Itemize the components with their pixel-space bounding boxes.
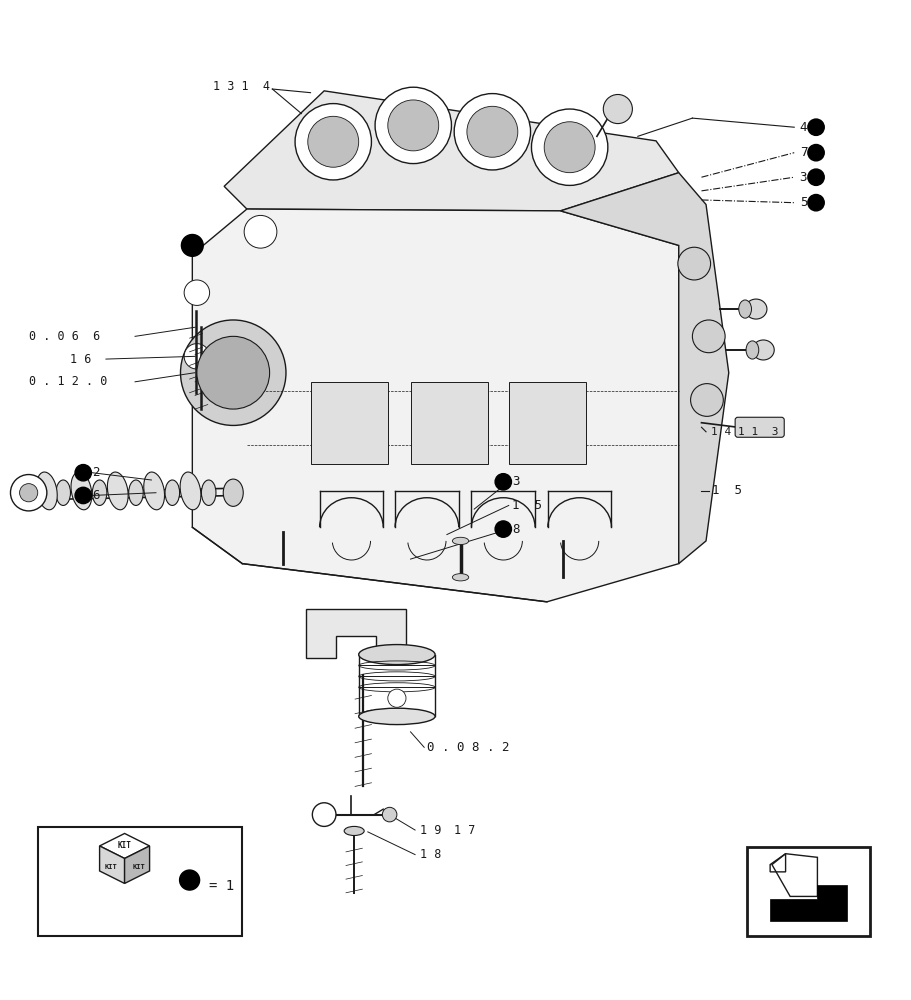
Bar [410, 382, 487, 464]
Ellipse shape [92, 480, 107, 505]
Polygon shape [769, 885, 845, 921]
Text: 4: 4 [799, 121, 806, 134]
Circle shape [807, 195, 824, 211]
Ellipse shape [738, 300, 751, 318]
Circle shape [807, 119, 824, 135]
Text: KIT: KIT [104, 864, 117, 870]
Text: 1 4 1 1  3: 1 4 1 1 3 [710, 427, 777, 437]
Circle shape [75, 487, 91, 504]
Circle shape [75, 465, 91, 481]
Text: KIT: KIT [132, 864, 145, 870]
Bar [37, 827, 242, 936]
Ellipse shape [201, 480, 216, 505]
Ellipse shape [752, 340, 773, 360]
Circle shape [454, 94, 530, 170]
Ellipse shape [223, 479, 243, 506]
Circle shape [295, 104, 371, 180]
Polygon shape [192, 209, 678, 602]
Ellipse shape [179, 472, 200, 510]
Ellipse shape [358, 708, 435, 725]
Text: 5: 5 [799, 196, 806, 209]
Ellipse shape [343, 826, 363, 836]
Text: 1  5: 1 5 [512, 499, 542, 512]
Text: 2: 2 [92, 466, 99, 479]
Ellipse shape [452, 574, 468, 581]
Text: 1 9: 1 9 [419, 824, 441, 837]
Text: 0 . 1 2 . 0: 0 . 1 2 . 0 [28, 375, 107, 388]
Circle shape [387, 100, 438, 151]
Bar [310, 382, 387, 464]
Ellipse shape [56, 480, 70, 505]
Text: 8: 8 [512, 523, 519, 536]
Circle shape [180, 320, 286, 425]
FancyBboxPatch shape [734, 417, 783, 437]
Ellipse shape [358, 645, 435, 665]
Bar [746, 847, 869, 936]
Circle shape [677, 247, 710, 280]
Circle shape [244, 215, 277, 248]
Text: 1 3 1  4: 1 3 1 4 [212, 80, 270, 93]
Circle shape [691, 320, 724, 353]
Circle shape [184, 344, 210, 369]
Bar [508, 382, 586, 464]
Circle shape [807, 169, 824, 185]
Circle shape [531, 109, 607, 185]
Circle shape [181, 235, 203, 256]
Polygon shape [99, 833, 149, 858]
Text: 3: 3 [799, 171, 806, 184]
Text: 6: 6 [92, 489, 99, 502]
Circle shape [807, 144, 824, 161]
Circle shape [544, 122, 595, 173]
Text: 1  5: 1 5 [711, 484, 742, 497]
Ellipse shape [128, 480, 143, 505]
Ellipse shape [452, 537, 468, 545]
Text: 1 8: 1 8 [419, 848, 441, 861]
Circle shape [690, 384, 722, 416]
Text: 0 . 0 8 . 2: 0 . 0 8 . 2 [426, 741, 509, 754]
Text: KIT: KIT [118, 841, 131, 850]
Polygon shape [99, 846, 125, 883]
Circle shape [184, 280, 210, 305]
Circle shape [197, 336, 270, 409]
Circle shape [307, 116, 358, 167]
Text: 1 6: 1 6 [69, 353, 91, 366]
Circle shape [603, 94, 631, 124]
Circle shape [387, 689, 405, 707]
Circle shape [466, 106, 517, 157]
Circle shape [19, 484, 37, 502]
Circle shape [495, 474, 511, 490]
Text: 0 . 0 6  6: 0 . 0 6 6 [28, 330, 100, 343]
Circle shape [374, 87, 451, 164]
Ellipse shape [144, 472, 164, 510]
Ellipse shape [107, 472, 128, 510]
Circle shape [179, 870, 200, 890]
Polygon shape [306, 609, 405, 658]
Text: = 1: = 1 [209, 879, 233, 893]
Ellipse shape [36, 472, 57, 510]
Circle shape [10, 475, 46, 511]
Circle shape [382, 807, 396, 822]
Text: 3: 3 [512, 475, 519, 488]
Ellipse shape [71, 472, 92, 510]
Text: 1 7: 1 7 [454, 824, 475, 837]
Ellipse shape [165, 480, 179, 505]
Ellipse shape [744, 299, 766, 319]
Ellipse shape [23, 480, 37, 505]
Polygon shape [560, 173, 728, 564]
Text: 7: 7 [799, 146, 806, 159]
Circle shape [312, 803, 335, 826]
Polygon shape [125, 846, 149, 883]
Ellipse shape [745, 341, 758, 359]
Circle shape [495, 521, 511, 537]
Polygon shape [224, 91, 678, 211]
